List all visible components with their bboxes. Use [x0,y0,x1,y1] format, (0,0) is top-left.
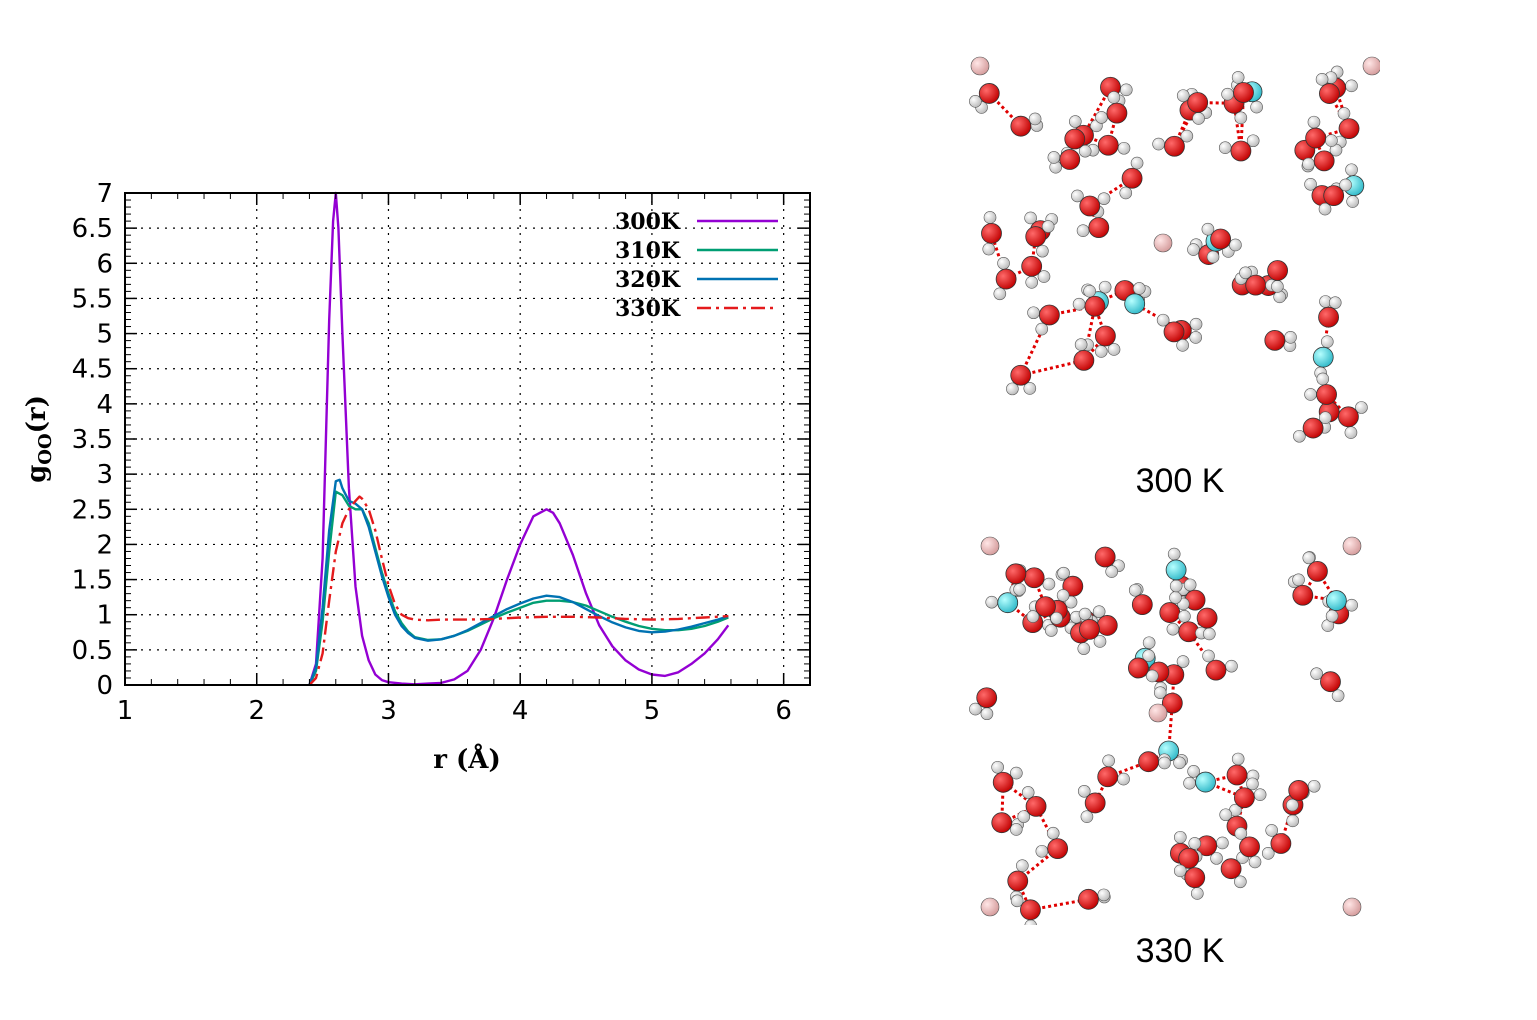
y-tick-label: 1 [96,601,113,631]
x-tick-label: 5 [644,696,661,726]
y-tick-label: 5.5 [72,284,113,314]
chart-grid [125,193,810,685]
atoms [969,56,1382,443]
x-tick-label: 2 [248,696,265,726]
y-tick-label: 7 [96,179,113,209]
legend-label-320k: 320K [615,267,681,293]
chart-series [308,191,730,686]
atoms [969,536,1362,933]
goo-chart: 1 2 3 4 5 600.511.522.533.544.555.566.57 300K… [22,179,811,775]
x-tick-label: 3 [380,696,397,726]
y-tick-label: 0 [96,671,113,701]
y-axis-label: gOO(r) [22,395,56,483]
x-tick-label: 6 [775,696,792,726]
water-network-300k-image [969,56,1382,443]
x-tick-label: 4 [512,696,529,726]
legend-label-330k: 330K [615,296,681,322]
plot-frame [124,192,811,686]
snapshot-300k-caption: 300 K [1135,462,1225,500]
water-network-330k-image [969,536,1362,933]
legend-label-300k: 300K [615,209,681,235]
y-tick-label: 4.5 [72,355,113,385]
y-tick-label: 5 [96,320,113,350]
x-axis-label: r (Å) [433,744,501,775]
snapshot-330k-caption: 330 K [1135,932,1225,970]
y-tick-label: 0.5 [72,636,113,666]
chart-legend: 300K 310K 320K 330K [615,209,778,322]
snapshot-300k [960,50,1382,450]
snapshot-330k [960,525,1380,933]
y-tick-label: 3.5 [72,425,113,455]
series-line-330k [308,495,729,686]
y-tick-label: 4 [96,390,113,420]
y-tick-label: 3 [96,460,113,490]
y-tick-label: 6.5 [72,214,113,244]
series-line-300k [308,191,730,686]
y-tick-label: 2.5 [72,495,113,525]
legend-label-310k: 310K [615,238,681,264]
y-tick-label: 2 [96,530,113,560]
y-tick-label: 1.5 [72,566,113,596]
chart-ticks: 1 2 3 4 5 600.511.522.533.544.555.566.57 [72,179,810,726]
x-tick-label: 1 [117,696,134,726]
y-tick-label: 6 [96,249,113,279]
series-line-320k [308,478,729,686]
